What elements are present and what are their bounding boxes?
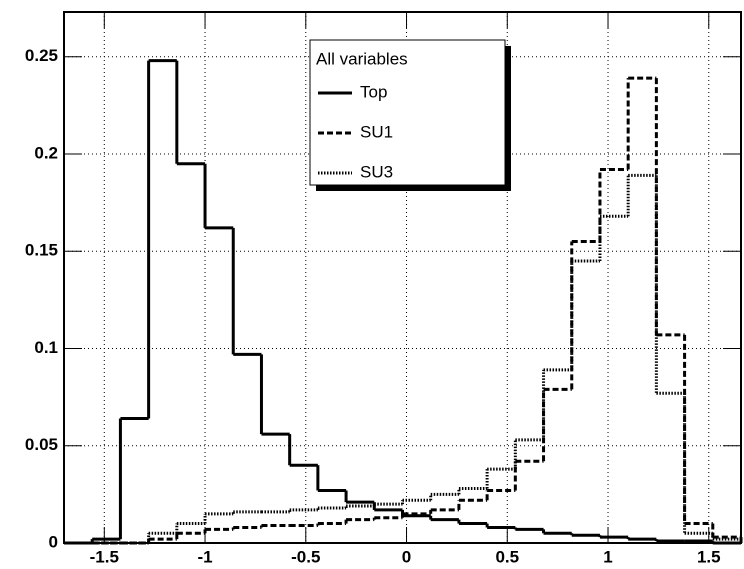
histograms (64, 59, 743, 545)
legend: All variables Top SU1 SU3 (309, 39, 511, 191)
y-tick-label: 0.25 (25, 46, 58, 65)
y-tick-label: 0.05 (25, 435, 58, 454)
legend-title: All variables (316, 49, 408, 68)
x-tick-label: -1.5 (90, 547, 119, 566)
y-tick-label: 0 (49, 532, 58, 551)
legend-label: SU3 (360, 162, 393, 181)
plot-frame (63, 11, 742, 544)
x-tick-label: -1 (197, 547, 212, 566)
ticks: -1.5 -1 -0.5 0 0.5 1 1.5 0 0.05 0.1 0.15 0.2 0.25 (25, 12, 741, 566)
x-tick-label: 0.5 (495, 547, 519, 566)
x-tick-label: 1 (603, 547, 612, 566)
legend-label: Top (360, 82, 387, 101)
y-tick-label: 0.1 (34, 338, 58, 357)
legend-box (309, 39, 506, 186)
y-tick-label: 0.2 (34, 143, 58, 162)
legend-items: Top SU1 SU3 (318, 82, 393, 181)
legend-label: SU1 (360, 122, 393, 141)
x-tick-label: -0.5 (291, 547, 320, 566)
x-tick-label: 0 (402, 547, 411, 566)
y-tick-label: 0.15 (25, 241, 58, 260)
x-tick-label: 1.5 (697, 547, 721, 566)
